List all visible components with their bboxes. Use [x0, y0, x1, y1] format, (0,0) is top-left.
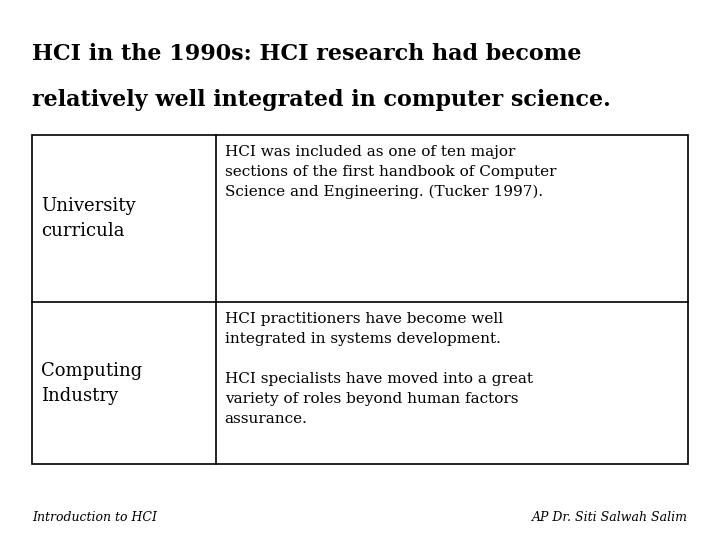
Bar — [32, 135, 688, 464]
Text: Introduction to HCI: Introduction to HCI — [32, 511, 158, 524]
Text: AP Dr. Siti Salwah Salim: AP Dr. Siti Salwah Salim — [531, 511, 688, 524]
Text: HCI in the 1990s: HCI research had become: HCI in the 1990s: HCI research had becom… — [32, 43, 582, 65]
Text: HCI practitioners have become well
integrated in systems development.

HCI speci: HCI practitioners have become well integ… — [225, 312, 533, 427]
Text: University
curricula: University curricula — [41, 197, 135, 240]
Text: relatively well integrated in computer science.: relatively well integrated in computer s… — [32, 89, 611, 111]
Text: HCI was included as one of ten major
sections of the first handbook of Computer
: HCI was included as one of ten major sec… — [225, 145, 556, 199]
Text: Computing
Industry: Computing Industry — [41, 362, 143, 405]
